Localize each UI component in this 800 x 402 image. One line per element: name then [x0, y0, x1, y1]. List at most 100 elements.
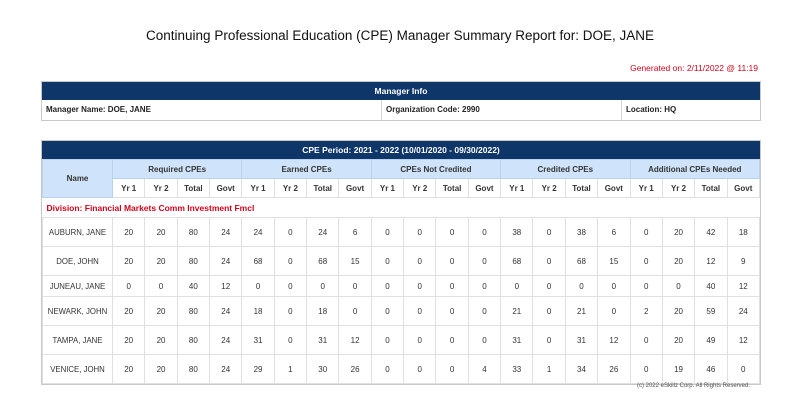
- value-cell: 31: [564, 325, 599, 355]
- value-cell: 0: [532, 246, 566, 276]
- manager-info-header: Manager Info: [42, 82, 760, 100]
- value-cell: 12: [597, 325, 631, 355]
- value-cell: 0: [273, 296, 308, 326]
- employee-name: AUBURN, JANE: [42, 217, 113, 247]
- subheader-row: Yr 1 Yr 2 Total Govt Yr 1 Yr 2 Total Govt Yr 1 Yr…: [43, 178, 761, 198]
- value-cell: 6: [597, 217, 631, 247]
- table-row: TAMPA, JANE 20 20 80 24 31 0 31 12 0 0 0 0 31 0 31 12 0 20…: [42, 325, 761, 355]
- value-cell: 0: [629, 275, 663, 297]
- name-column-header: Name: [42, 159, 113, 198]
- value-cell: 68: [306, 246, 340, 276]
- value-cell: 40: [176, 275, 211, 297]
- table-row: AUBURN, JANE 20 20 80 24 24 0 24 6 0 0 0 0 38 0 38 6 0 20 4…: [42, 217, 761, 247]
- cpe-period-header: CPE Period: 2021 - 2022 (10/01/2020 - 09…: [42, 141, 760, 159]
- value-cell: 0: [370, 325, 405, 355]
- value-cell: 1: [273, 354, 308, 384]
- table-row: NEWARK, JOHN 20 20 80 24 18 0 18 0 0 0 0 0 21 0 21 0 2 20 5…: [42, 296, 761, 326]
- division-row: Division: Financial Markets Comm Investm…: [42, 197, 760, 218]
- value-cell: 0: [597, 275, 631, 297]
- manager-name: Manager Name: DOE, JANE: [42, 100, 382, 120]
- location: Location: HQ: [626, 105, 677, 114]
- value-cell: 9: [726, 246, 761, 276]
- value-cell: 20: [111, 354, 146, 384]
- value-cell: 0: [370, 246, 405, 276]
- subheader-cell: Yr 2: [144, 178, 178, 198]
- value-cell: 20: [144, 246, 178, 276]
- value-cell: 19: [661, 354, 696, 384]
- value-cell: 12: [726, 275, 761, 297]
- value-cell: 38: [500, 217, 534, 247]
- value-cell: 0: [467, 275, 502, 297]
- value-cell: 15: [597, 246, 631, 276]
- value-cell: 0: [338, 275, 372, 297]
- value-cell: 0: [306, 275, 340, 297]
- subheader-cell: Govt: [597, 178, 631, 198]
- employee-name: JUNEAU, JANE: [42, 275, 113, 297]
- table-row: DOE, JOHN 20 20 80 24 68 0 68 15 0 0 0 0 68 0 68 15 0 20 12…: [42, 246, 761, 276]
- value-cell: 18: [726, 217, 761, 247]
- cpe-summary-panel: CPE Period: 2021 - 2022 (10/01/2020 - 09…: [41, 140, 761, 385]
- value-cell: 33: [500, 354, 534, 384]
- group-header: Credited CPEs: [500, 159, 631, 179]
- manager-info-panel: Manager Info Manager Name: DOE, JANE Org…: [41, 81, 761, 121]
- employee-name: DOE, JOHN: [42, 246, 113, 276]
- value-cell: 0: [370, 217, 405, 247]
- subheader-cell: Total: [694, 178, 728, 198]
- value-cell: 0: [111, 275, 146, 297]
- subheader-cell: Yr 1: [370, 178, 405, 198]
- report-title: Continuing Professional Education (CPE) …: [146, 28, 654, 43]
- value-cell: 80: [176, 217, 211, 247]
- group-header: CPEs Not Credited: [370, 159, 502, 179]
- value-cell: 0: [726, 354, 761, 384]
- value-cell: 42: [694, 217, 728, 247]
- value-cell: 20: [111, 246, 146, 276]
- value-cell: 0: [403, 217, 437, 247]
- value-cell: 0: [467, 246, 502, 276]
- subheader-cell: Total: [306, 178, 340, 198]
- value-cell: 20: [661, 325, 696, 355]
- value-cell: 59: [694, 296, 728, 326]
- value-cell: 38: [564, 217, 599, 247]
- value-cell: 46: [694, 354, 728, 384]
- value-cell: 20: [661, 296, 696, 326]
- value-cell: 31: [500, 325, 534, 355]
- value-cell: 20: [144, 354, 178, 384]
- value-cell: 0: [532, 217, 566, 247]
- value-cell: 6: [338, 217, 372, 247]
- value-cell: 12: [209, 275, 243, 297]
- value-cell: 2: [629, 296, 663, 326]
- value-cell: 0: [500, 275, 534, 297]
- value-cell: 12: [694, 246, 728, 276]
- organization-code: Organization Code: 2990: [382, 100, 622, 120]
- value-cell: 0: [435, 246, 469, 276]
- division-label: Division: Financial Markets Comm Investm…: [42, 197, 760, 218]
- value-cell: 0: [403, 325, 437, 355]
- value-cell: 0: [370, 354, 405, 384]
- value-cell: 21: [500, 296, 534, 326]
- value-cell: 0: [532, 275, 566, 297]
- value-cell: 20: [144, 325, 178, 355]
- value-cell: 20: [661, 217, 696, 247]
- value-cell: 15: [338, 246, 372, 276]
- value-cell: 34: [564, 354, 599, 384]
- group-header: Required CPEs: [111, 159, 243, 179]
- subheader-cell: Govt: [726, 178, 761, 198]
- manager-info-row: Manager Name: DOE, JANE Organization Cod…: [42, 100, 760, 120]
- group-header: Earned CPEs: [241, 159, 372, 179]
- subheader-cell: Total: [564, 178, 599, 198]
- value-cell: 0: [435, 217, 469, 247]
- value-cell: 29: [241, 354, 275, 384]
- value-cell: 40: [694, 275, 728, 297]
- value-cell: 0: [435, 325, 469, 355]
- value-cell: 20: [111, 325, 146, 355]
- group-header: Additional CPEs Needed: [629, 159, 760, 179]
- value-cell: 68: [500, 246, 534, 276]
- value-cell: 0: [403, 296, 437, 326]
- value-cell: 0: [532, 296, 566, 326]
- value-cell: 24: [726, 296, 761, 326]
- value-cell: 0: [629, 246, 663, 276]
- value-cell: 30: [306, 354, 340, 384]
- subheader-cell: Yr 2: [403, 178, 437, 198]
- value-cell: 0: [467, 217, 502, 247]
- value-cell: 0: [532, 325, 566, 355]
